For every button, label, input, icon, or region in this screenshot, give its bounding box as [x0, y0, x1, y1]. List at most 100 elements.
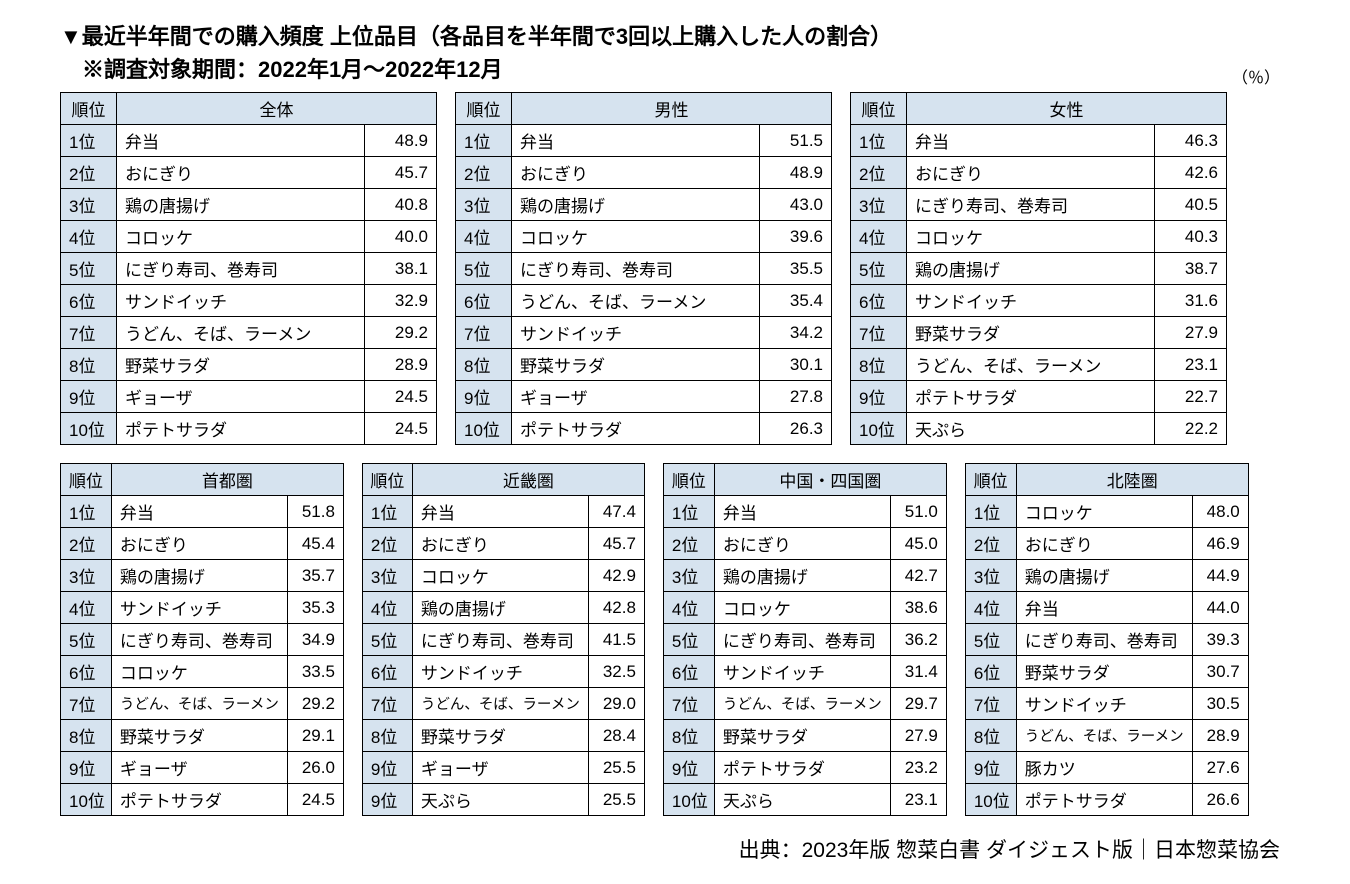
rank-cell: 8位: [456, 349, 512, 381]
table-row: 4位コロッケ40.0: [61, 221, 437, 253]
rank-cell: 1位: [851, 125, 907, 157]
rank-cell: 6位: [61, 285, 117, 317]
item-cell: サンドイッチ: [117, 285, 365, 317]
table-group-bottom: 順位首都圏1位弁当51.82位おにぎり45.43位鶏の唐揚げ35.74位サンドイ…: [60, 463, 1290, 816]
table-row: 10位ポテトサラダ26.6: [965, 784, 1248, 816]
table-row: 3位鶏の唐揚げ44.9: [965, 560, 1248, 592]
value-cell: 35.4: [760, 285, 832, 317]
table-row: 6位野菜サラダ30.7: [965, 656, 1248, 688]
header-rank: 順位: [61, 93, 117, 125]
value-cell: 46.9: [1192, 528, 1248, 560]
table-row: 8位うどん、そば、ラーメン28.9: [965, 720, 1248, 752]
rank-cell: 1位: [456, 125, 512, 157]
rank-cell: 8位: [61, 349, 117, 381]
rank-cell: 3位: [851, 189, 907, 221]
item-cell: ポテトサラダ: [111, 784, 287, 816]
item-cell: 天ぷら: [714, 784, 890, 816]
item-cell: ポテトサラダ: [117, 413, 365, 445]
value-cell: 30.1: [760, 349, 832, 381]
value-cell: 38.7: [1155, 253, 1227, 285]
value-cell: 51.5: [760, 125, 832, 157]
value-cell: 27.6: [1192, 752, 1248, 784]
table-row: 1位コロッケ48.0: [965, 496, 1248, 528]
rank-cell: 3位: [362, 560, 412, 592]
table-row: 7位サンドイッチ30.5: [965, 688, 1248, 720]
value-cell: 27.9: [890, 720, 946, 752]
item-cell: おにぎり: [117, 157, 365, 189]
rank-cell: 2位: [851, 157, 907, 189]
item-cell: うどん、そば、ラーメン: [1016, 720, 1192, 752]
table-row: 1位弁当51.0: [663, 496, 946, 528]
rank-cell: 2位: [456, 157, 512, 189]
value-cell: 41.5: [588, 624, 644, 656]
rank-cell: 10位: [663, 784, 714, 816]
rank-cell: 10位: [61, 413, 117, 445]
value-cell: 40.3: [1155, 221, 1227, 253]
rank-cell: 4位: [61, 592, 112, 624]
item-cell: おにぎり: [512, 157, 760, 189]
table-row: 8位野菜サラダ30.1: [456, 349, 832, 381]
rank-cell: 5位: [61, 624, 112, 656]
table-row: 3位鶏の唐揚げ35.7: [61, 560, 344, 592]
header-title: 中国・四国圏: [714, 464, 946, 496]
item-cell: 野菜サラダ: [111, 720, 287, 752]
value-cell: 40.8: [365, 189, 437, 221]
value-cell: 26.6: [1192, 784, 1248, 816]
value-cell: 45.7: [365, 157, 437, 189]
table-row: 7位サンドイッチ34.2: [456, 317, 832, 349]
ranking-table: 順位近畿圏1位弁当47.42位おにぎり45.73位コロッケ42.94位鶏の唐揚げ…: [362, 463, 645, 816]
rank-cell: 8位: [61, 720, 112, 752]
item-cell: サンドイッチ: [714, 656, 890, 688]
table-row: 6位サンドイッチ31.4: [663, 656, 946, 688]
rank-cell: 4位: [362, 592, 412, 624]
item-cell: にぎり寿司、巻寿司: [117, 253, 365, 285]
table-row: 9位ギョーザ24.5: [61, 381, 437, 413]
item-cell: サンドイッチ: [1016, 688, 1192, 720]
item-cell: コロッケ: [412, 560, 588, 592]
item-cell: コロッケ: [907, 221, 1155, 253]
header-title: 北陸圏: [1016, 464, 1248, 496]
rank-cell: 6位: [61, 656, 112, 688]
rank-cell: 2位: [663, 528, 714, 560]
rank-cell: 2位: [362, 528, 412, 560]
value-cell: 29.2: [287, 688, 343, 720]
table-row: 3位にぎり寿司、巻寿司40.5: [851, 189, 1227, 221]
value-cell: 29.0: [588, 688, 644, 720]
table-row: 2位おにぎり45.7: [61, 157, 437, 189]
value-cell: 46.3: [1155, 125, 1227, 157]
rank-cell: 7位: [965, 688, 1016, 720]
rank-cell: 8位: [965, 720, 1016, 752]
item-cell: ポテトサラダ: [714, 752, 890, 784]
rank-cell: 9位: [965, 752, 1016, 784]
header-rank: 順位: [965, 464, 1016, 496]
rank-cell: 9位: [663, 752, 714, 784]
value-cell: 33.5: [287, 656, 343, 688]
item-cell: 豚カツ: [1016, 752, 1192, 784]
table-row: 5位にぎり寿司、巻寿司34.9: [61, 624, 344, 656]
rank-cell: 3位: [456, 189, 512, 221]
value-cell: 28.9: [1192, 720, 1248, 752]
ranking-table: 順位北陸圏1位コロッケ48.02位おにぎり46.93位鶏の唐揚げ44.94位弁当…: [965, 463, 1249, 816]
table-row: 9位ギョーザ25.5: [362, 752, 644, 784]
value-cell: 45.0: [890, 528, 946, 560]
value-cell: 24.5: [287, 784, 343, 816]
item-cell: コロッケ: [512, 221, 760, 253]
ranking-table: 順位全体1位弁当48.92位おにぎり45.73位鶏の唐揚げ40.84位コロッケ4…: [60, 92, 437, 445]
table-row: 4位コロッケ38.6: [663, 592, 946, 624]
item-cell: サンドイッチ: [907, 285, 1155, 317]
table-row: 4位サンドイッチ35.3: [61, 592, 344, 624]
value-cell: 31.6: [1155, 285, 1227, 317]
table-row: 2位おにぎり45.4: [61, 528, 344, 560]
rank-cell: 7位: [663, 688, 714, 720]
table-row: 2位おにぎり46.9: [965, 528, 1248, 560]
rank-cell: 6位: [456, 285, 512, 317]
table-row: 10位ポテトサラダ24.5: [61, 784, 344, 816]
item-cell: 鶏の唐揚げ: [714, 560, 890, 592]
table-row: 8位野菜サラダ27.9: [663, 720, 946, 752]
rank-cell: 10位: [965, 784, 1016, 816]
rank-cell: 5位: [362, 624, 412, 656]
rank-cell: 4位: [663, 592, 714, 624]
item-cell: 天ぷら: [907, 413, 1155, 445]
rank-cell: 4位: [61, 221, 117, 253]
rank-cell: 8位: [362, 720, 412, 752]
